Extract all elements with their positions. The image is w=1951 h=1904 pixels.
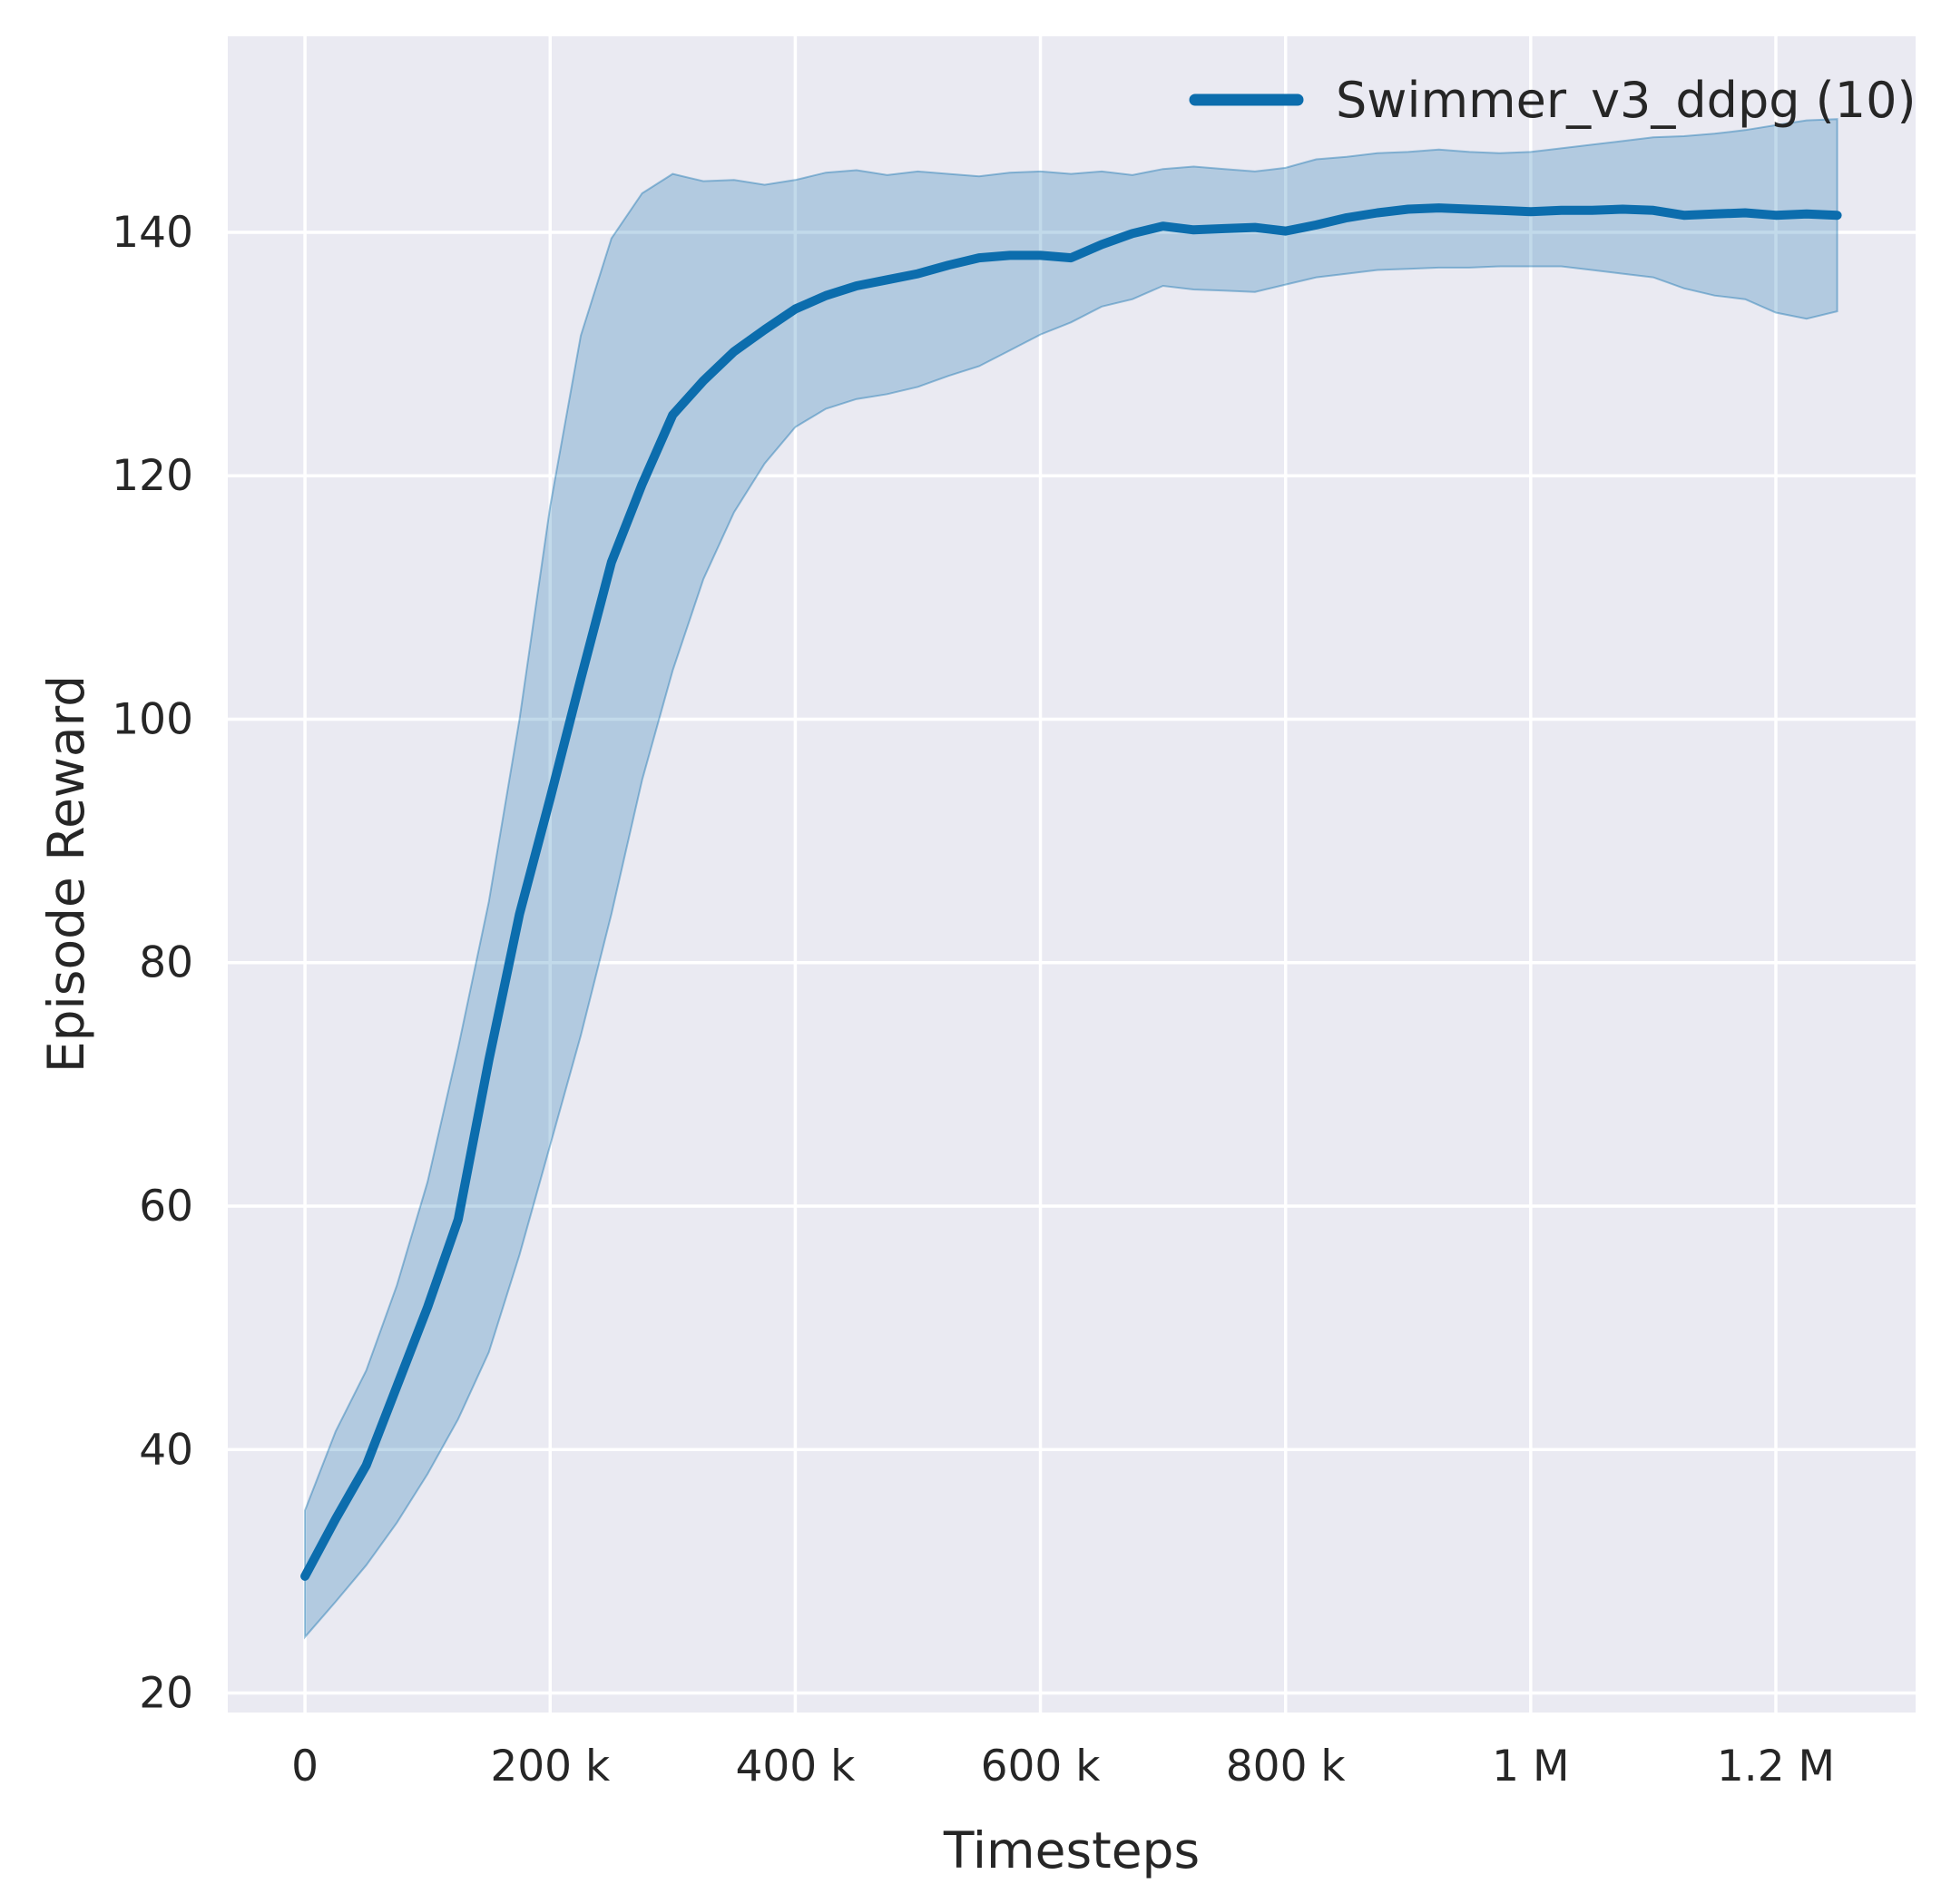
y-tick-label: 140 [112,208,193,258]
y-tick-label: 60 [139,1182,193,1232]
x-tick-label: 200 k [490,1742,611,1791]
mean-line [300,203,1842,1581]
y-tick-label: 20 [139,1669,193,1719]
y-tick-label: 40 [139,1425,193,1475]
confidence-band [304,118,1838,1640]
x-axis-label: Timesteps [943,1821,1200,1879]
x-tick-label: 1.2 M [1717,1742,1835,1791]
y-tick-label: 120 [112,451,193,501]
y-tick-label: 100 [112,694,193,744]
x-tick-label: 800 k [1226,1742,1347,1791]
y-axis-label: Episode Reward [37,675,95,1073]
x-tick-label: 600 k [981,1742,1102,1791]
y-tick-label: 80 [139,938,193,988]
x-tick-label: 1 M [1492,1742,1569,1791]
x-tick-label: 400 k [735,1742,856,1791]
plot-area [228,36,1916,1713]
tick-labels: 0 200 k 400 k 600 k 800 k 1 M 1.2 M 20 40 60 80 100… [112,208,1835,1791]
legend: Swimmer_v3_ddpg (10) [1189,72,1917,129]
chart-layers [228,36,1916,1713]
legend-label: Swimmer_v3_ddpg (10) [1336,72,1917,129]
x-tick-label: 0 [291,1742,319,1791]
